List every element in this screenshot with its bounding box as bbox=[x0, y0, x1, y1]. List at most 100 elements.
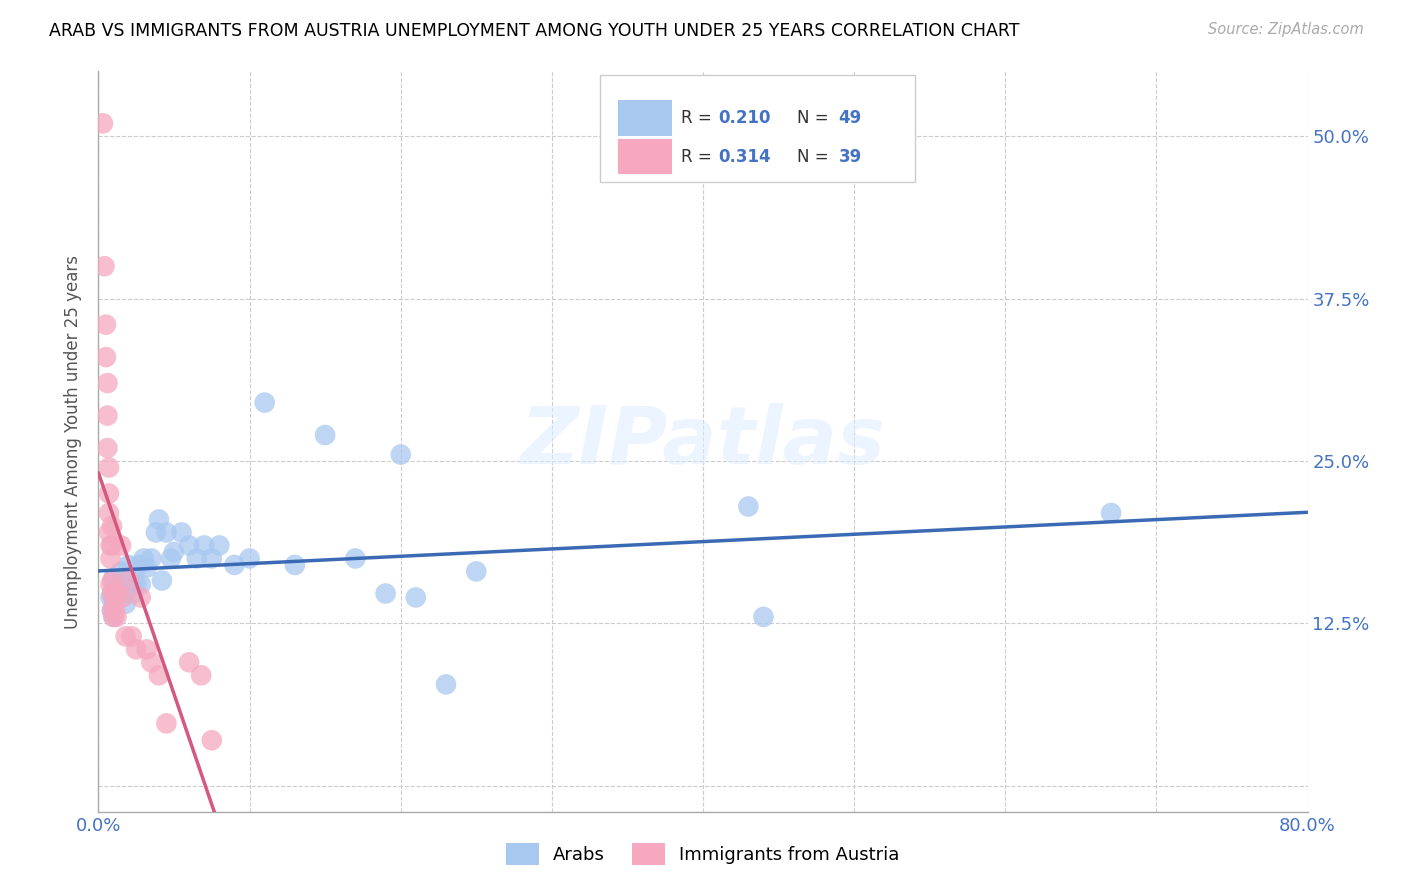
Point bbox=[201, 551, 224, 566]
Text: 39: 39 bbox=[838, 147, 862, 166]
Point bbox=[224, 558, 246, 572]
Point bbox=[148, 668, 170, 682]
Point bbox=[374, 586, 396, 600]
Point bbox=[125, 642, 148, 657]
Point bbox=[103, 571, 125, 585]
Point bbox=[112, 586, 135, 600]
Point bbox=[100, 538, 122, 552]
Point bbox=[101, 574, 124, 588]
Text: ARAB VS IMMIGRANTS FROM AUSTRIA UNEMPLOYMENT AMONG YOUTH UNDER 25 YEARS CORRELAT: ARAB VS IMMIGRANTS FROM AUSTRIA UNEMPLOY… bbox=[49, 22, 1019, 40]
Text: 0.210: 0.210 bbox=[718, 109, 772, 127]
Text: R =: R = bbox=[682, 147, 717, 166]
Point bbox=[155, 525, 177, 540]
Point bbox=[122, 586, 145, 600]
Point bbox=[94, 350, 117, 364]
Point bbox=[111, 591, 134, 605]
Point bbox=[129, 591, 152, 605]
Point bbox=[128, 558, 150, 572]
Point bbox=[100, 577, 122, 591]
Point bbox=[114, 629, 136, 643]
Text: N =: N = bbox=[797, 109, 834, 127]
Point bbox=[101, 519, 124, 533]
Point bbox=[148, 512, 170, 526]
Point bbox=[118, 558, 141, 572]
Point bbox=[163, 545, 186, 559]
Point bbox=[389, 448, 412, 462]
Point bbox=[120, 574, 142, 588]
Point bbox=[110, 538, 132, 552]
Point bbox=[141, 551, 163, 566]
Point bbox=[135, 560, 157, 574]
Point bbox=[98, 460, 121, 475]
Point bbox=[186, 551, 208, 566]
Point bbox=[100, 591, 122, 605]
Point bbox=[105, 610, 128, 624]
Point bbox=[96, 409, 118, 423]
Point bbox=[98, 486, 121, 500]
Point bbox=[91, 116, 114, 130]
Point bbox=[160, 551, 183, 566]
Point bbox=[239, 551, 262, 566]
Point bbox=[104, 603, 127, 617]
Text: R =: R = bbox=[682, 109, 717, 127]
Point bbox=[101, 586, 124, 600]
Point bbox=[105, 586, 128, 600]
Point bbox=[118, 574, 141, 588]
Point bbox=[284, 558, 307, 572]
Point bbox=[405, 591, 427, 605]
FancyBboxPatch shape bbox=[619, 100, 672, 136]
Point bbox=[103, 610, 125, 624]
Point bbox=[103, 610, 125, 624]
Point bbox=[179, 656, 201, 670]
Point bbox=[103, 591, 125, 605]
Point bbox=[253, 395, 276, 409]
Point bbox=[737, 500, 759, 514]
Point bbox=[179, 538, 201, 552]
Text: N =: N = bbox=[797, 147, 834, 166]
Point bbox=[465, 565, 488, 579]
Point bbox=[121, 577, 143, 591]
Point bbox=[193, 538, 215, 552]
Point bbox=[96, 441, 118, 455]
Point bbox=[107, 586, 129, 600]
Text: Source: ZipAtlas.com: Source: ZipAtlas.com bbox=[1208, 22, 1364, 37]
Point bbox=[170, 525, 193, 540]
Point bbox=[101, 538, 124, 552]
Point bbox=[94, 318, 117, 332]
Point bbox=[125, 577, 148, 591]
Point bbox=[107, 586, 129, 600]
FancyBboxPatch shape bbox=[600, 75, 915, 183]
Point bbox=[201, 733, 224, 747]
Point bbox=[129, 577, 152, 591]
Point bbox=[105, 577, 128, 591]
Y-axis label: Unemployment Among Youth under 25 years: Unemployment Among Youth under 25 years bbox=[65, 254, 83, 629]
Point bbox=[93, 259, 115, 273]
Point bbox=[98, 506, 121, 520]
Point bbox=[98, 525, 121, 540]
Point bbox=[141, 656, 163, 670]
Point bbox=[434, 677, 457, 691]
Point bbox=[103, 583, 125, 598]
Point bbox=[101, 603, 124, 617]
Point bbox=[344, 551, 367, 566]
Text: 49: 49 bbox=[838, 109, 862, 127]
Point bbox=[100, 551, 122, 566]
Point bbox=[752, 610, 775, 624]
Point bbox=[103, 591, 125, 605]
Point bbox=[121, 629, 143, 643]
Point bbox=[145, 525, 167, 540]
Point bbox=[110, 565, 132, 579]
Legend: Arabs, Immigrants from Austria: Arabs, Immigrants from Austria bbox=[498, 834, 908, 874]
Point bbox=[101, 603, 124, 617]
Point bbox=[114, 597, 136, 611]
Point bbox=[135, 642, 157, 657]
FancyBboxPatch shape bbox=[619, 139, 672, 174]
Point bbox=[314, 428, 336, 442]
Point bbox=[1099, 506, 1122, 520]
Point bbox=[190, 668, 212, 682]
Point bbox=[103, 599, 125, 614]
Point bbox=[96, 376, 118, 390]
Point bbox=[111, 574, 134, 588]
Text: ZIPatlas: ZIPatlas bbox=[520, 402, 886, 481]
Point bbox=[150, 574, 173, 588]
